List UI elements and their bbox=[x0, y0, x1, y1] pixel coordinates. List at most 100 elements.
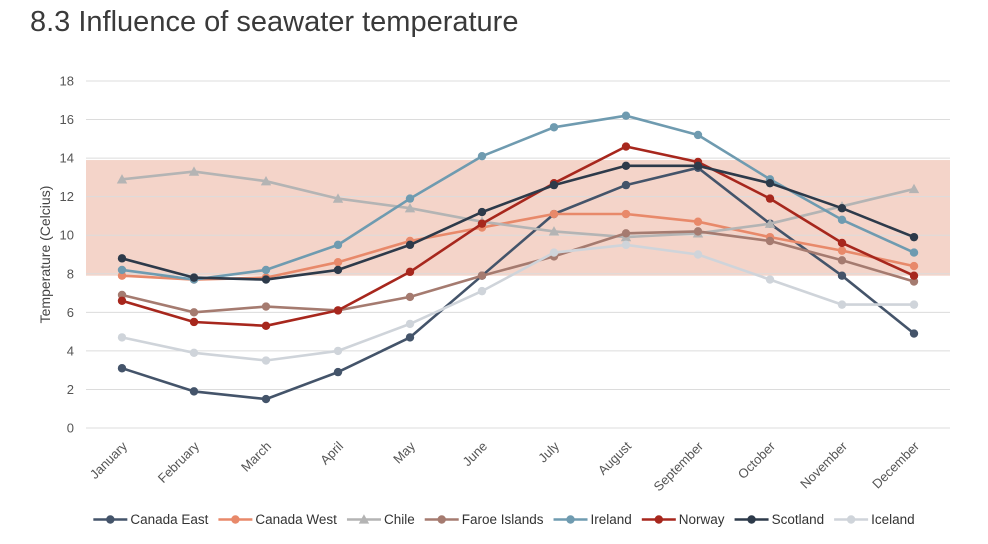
data-point bbox=[621, 142, 631, 151]
data-point bbox=[189, 273, 199, 282]
data-point bbox=[764, 218, 776, 228]
legend-item-chile: Chile bbox=[346, 512, 415, 527]
legend-label: Chile bbox=[384, 512, 415, 527]
data-point bbox=[333, 240, 343, 250]
series-iceland bbox=[117, 240, 919, 365]
data-point bbox=[405, 267, 415, 277]
data-point bbox=[765, 194, 775, 203]
legend-label: Faroe Islands bbox=[462, 512, 544, 527]
data-point bbox=[477, 207, 487, 217]
y-tick-label: 8 bbox=[67, 266, 74, 281]
legend-label: Canada West bbox=[255, 512, 337, 527]
data-point bbox=[765, 236, 775, 246]
y-tick-label: 6 bbox=[67, 305, 74, 320]
y-tick-label: 10 bbox=[60, 228, 74, 243]
series-scotland bbox=[117, 161, 919, 284]
series-line-iceland bbox=[121, 243, 914, 362]
y-tick-label: 12 bbox=[60, 189, 74, 204]
series-line-canada-east bbox=[121, 166, 915, 401]
data-point bbox=[332, 193, 344, 203]
data-point bbox=[405, 240, 415, 250]
x-tick-label: November bbox=[797, 438, 850, 491]
y-tick-label: 2 bbox=[67, 382, 74, 397]
legend-marker bbox=[566, 515, 575, 524]
data-point bbox=[260, 176, 272, 186]
data-point bbox=[117, 254, 127, 263]
data-point bbox=[477, 151, 487, 161]
data-point bbox=[261, 356, 271, 365]
data-point bbox=[188, 166, 200, 176]
data-point bbox=[908, 183, 920, 194]
y-tick-label: 4 bbox=[67, 343, 74, 358]
data-point bbox=[477, 219, 487, 228]
data-point bbox=[116, 174, 128, 184]
legend-item-ireland: Ireland bbox=[553, 512, 632, 527]
y-tick-label: 14 bbox=[60, 151, 74, 166]
legend-marker bbox=[106, 515, 115, 524]
legend-item-faroe-islands: Faroe Islands bbox=[424, 512, 544, 527]
legend-marker bbox=[231, 515, 240, 524]
data-point bbox=[765, 178, 775, 188]
data-point bbox=[693, 130, 703, 140]
data-point bbox=[837, 215, 847, 224]
data-point bbox=[261, 302, 271, 311]
data-point bbox=[621, 209, 631, 219]
data-point bbox=[909, 271, 919, 280]
legend-label: Norway bbox=[679, 512, 725, 527]
data-point bbox=[189, 317, 199, 327]
data-point bbox=[621, 180, 631, 190]
data-point bbox=[333, 258, 343, 267]
data-point bbox=[117, 296, 127, 305]
x-tick-label: July bbox=[535, 438, 562, 465]
legend-item-canada-west: Canada West bbox=[218, 512, 337, 527]
data-point bbox=[405, 292, 415, 302]
data-point bbox=[333, 265, 343, 275]
data-point bbox=[189, 348, 199, 358]
data-point bbox=[333, 306, 343, 315]
legend-marker bbox=[437, 515, 446, 524]
x-tick-label: June bbox=[460, 439, 491, 470]
legend-item-norway: Norway bbox=[641, 512, 725, 527]
data-point bbox=[549, 123, 559, 132]
data-point bbox=[909, 277, 919, 286]
data-point bbox=[621, 111, 631, 120]
data-point bbox=[765, 275, 775, 284]
legend-marker bbox=[747, 515, 756, 524]
data-point bbox=[117, 265, 127, 275]
y-axis-label: Temperature (Celcius) bbox=[37, 186, 53, 324]
chart-series bbox=[116, 111, 920, 404]
data-point bbox=[549, 180, 559, 190]
data-point bbox=[549, 209, 559, 219]
series-line-norway bbox=[121, 145, 915, 328]
data-point bbox=[837, 300, 847, 309]
data-point bbox=[405, 333, 415, 342]
data-point bbox=[621, 229, 631, 238]
series-line-canada-west bbox=[121, 212, 915, 281]
data-point bbox=[693, 227, 703, 236]
data-point bbox=[909, 261, 919, 271]
data-point bbox=[117, 364, 127, 373]
legend-marker bbox=[358, 514, 370, 524]
data-point bbox=[404, 203, 416, 213]
data-point bbox=[261, 265, 271, 275]
data-point bbox=[837, 246, 847, 255]
data-point bbox=[837, 271, 847, 280]
data-point bbox=[117, 271, 127, 280]
legend-label: Iceland bbox=[871, 512, 915, 527]
data-point bbox=[837, 256, 847, 265]
data-point bbox=[333, 367, 343, 377]
x-tick-label: September bbox=[651, 438, 707, 494]
x-tick-label: February bbox=[155, 438, 203, 486]
data-point bbox=[693, 161, 703, 171]
series-line-faroe-islands bbox=[121, 230, 915, 314]
data-point bbox=[117, 290, 127, 300]
data-point bbox=[693, 250, 703, 259]
legend-label: Ireland bbox=[591, 512, 632, 527]
data-point bbox=[261, 321, 271, 331]
data-point bbox=[693, 217, 703, 226]
legend-marker bbox=[654, 515, 664, 524]
legend-marker bbox=[846, 515, 856, 524]
y-tick-label: 18 bbox=[60, 74, 74, 89]
legend-item-canada-east: Canada East bbox=[93, 512, 209, 527]
